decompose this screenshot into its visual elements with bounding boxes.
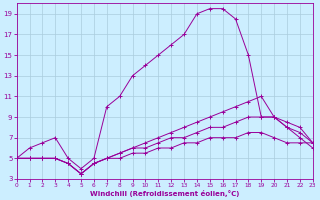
X-axis label: Windchill (Refroidissement éolien,°C): Windchill (Refroidissement éolien,°C): [90, 190, 239, 197]
